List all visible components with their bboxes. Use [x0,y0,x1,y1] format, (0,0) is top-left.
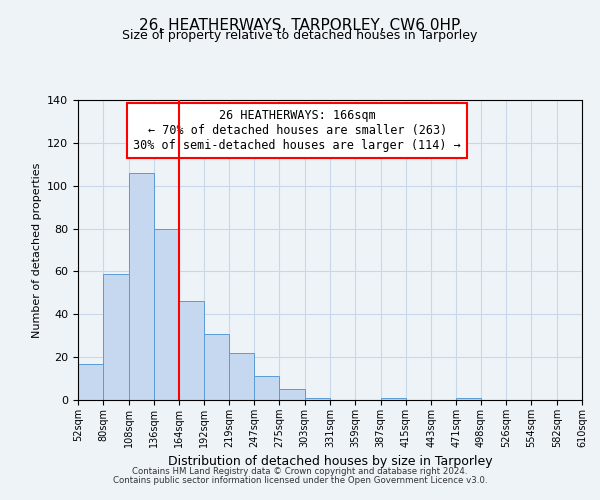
Bar [254,376,280,400]
Text: Contains public sector information licensed under the Open Government Licence v3: Contains public sector information licen… [113,476,487,485]
Bar [179,302,205,400]
Bar [280,390,305,400]
Bar [582,398,600,400]
X-axis label: Distribution of detached houses by size in Tarporley: Distribution of detached houses by size … [167,456,493,468]
Bar [229,353,254,400]
Bar [380,398,406,400]
Bar [205,334,229,400]
Bar [78,364,103,400]
Bar [128,173,154,400]
Text: Size of property relative to detached houses in Tarporley: Size of property relative to detached ho… [122,28,478,42]
Bar [103,274,128,400]
Bar [154,228,179,400]
Text: Contains HM Land Registry data © Crown copyright and database right 2024.: Contains HM Land Registry data © Crown c… [132,467,468,476]
Y-axis label: Number of detached properties: Number of detached properties [32,162,41,338]
Text: 26, HEATHERWAYS, TARPORLEY, CW6 0HP: 26, HEATHERWAYS, TARPORLEY, CW6 0HP [139,18,461,32]
Bar [305,398,330,400]
Bar [457,398,481,400]
Text: 26 HEATHERWAYS: 166sqm
← 70% of detached houses are smaller (263)
30% of semi-de: 26 HEATHERWAYS: 166sqm ← 70% of detached… [133,109,461,152]
